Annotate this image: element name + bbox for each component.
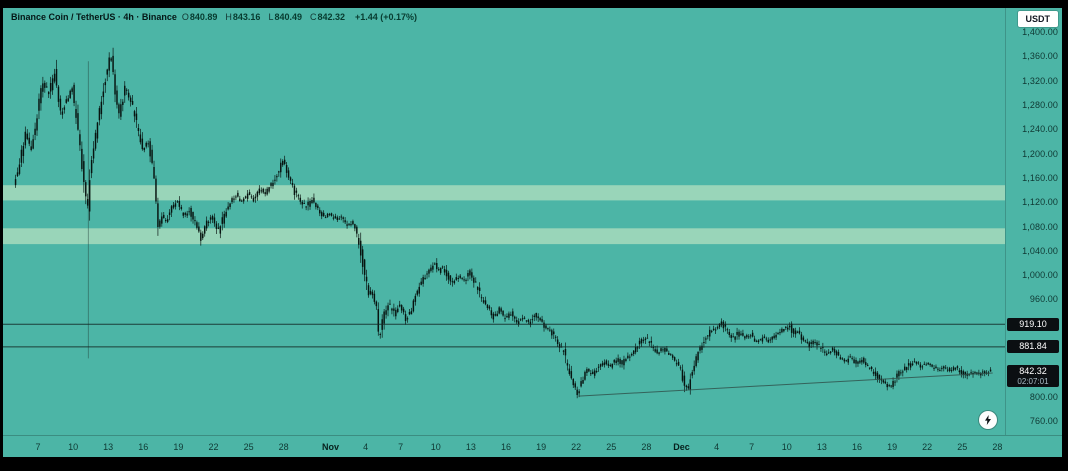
time-axis-label: 28 — [641, 442, 652, 452]
time-axis-label: 13 — [465, 442, 476, 452]
price-tick-label: 1,040.00 — [1022, 245, 1058, 256]
time-axis-label: 4 — [714, 442, 720, 452]
price-tick-label: 1,000.00 — [1022, 270, 1058, 281]
high-value: 843.16 — [232, 12, 261, 22]
close-value: 842.32 — [317, 12, 346, 22]
chart-panel: Binance Coin / TetherUS · 4h · Binance O… — [3, 8, 1062, 457]
price-badge-text: 881.84 — [1019, 341, 1047, 352]
time-axis-label: 7 — [398, 442, 404, 452]
currency-toggle-button[interactable]: USDT — [1017, 11, 1058, 27]
price-change: +1.44 (+0.17%) — [355, 12, 418, 22]
time-axis-label: 10 — [430, 442, 441, 452]
price-tick-label: 1,360.00 — [1022, 51, 1058, 62]
time-axis-label: 13 — [103, 442, 114, 452]
lightning-icon — [985, 415, 991, 425]
time-axis-label: 4 — [363, 442, 369, 452]
ohlc-close: C842.32 — [310, 12, 345, 22]
time-axis-label: 16 — [851, 442, 863, 452]
time-axis-label: 22 — [571, 442, 582, 452]
price-tick-label: 1,080.00 — [1022, 221, 1058, 232]
candle-bodies — [14, 55, 992, 395]
last-price-text: 842.32 — [1019, 365, 1047, 376]
price-axis[interactable]: 1,400.00 1,360.00 1,320.00 1,280.00 1,240.00… — [1005, 8, 1062, 435]
price-tick-label: 1,240.00 — [1022, 124, 1058, 135]
time-axis-label: 16 — [500, 442, 512, 452]
price-line-label-881: 881.84 — [1007, 340, 1059, 354]
time-axis-label: 19 — [887, 442, 898, 452]
price-tick-label: 760.00 — [1029, 416, 1058, 426]
time-axis-label: 10 — [781, 442, 792, 452]
last-price-label: 842.32 02:07:01 — [1007, 364, 1059, 387]
price-tick-label: 1,160.00 — [1022, 172, 1058, 183]
time-axis-label: 22 — [922, 442, 933, 452]
time-axis-label: Dec — [673, 442, 690, 452]
price-line-label-919: 919.10 — [1007, 317, 1059, 331]
time-axis-label: 25 — [243, 442, 254, 452]
time-axis-label: 16 — [138, 442, 149, 452]
time-axis-label: 7 — [749, 442, 755, 452]
price-tick-label: 800.00 — [1029, 391, 1058, 402]
ohlc-open: O840.89 — [182, 12, 218, 22]
time-axis-label: 25 — [957, 442, 968, 452]
time-axis-label: 19 — [536, 442, 547, 452]
time-axis-label: 22 — [208, 442, 219, 452]
time-axis-label: Nov — [321, 442, 340, 452]
chart-legend: Binance Coin / TetherUS · 4h · Binance O… — [11, 12, 417, 22]
price-tick-label: 1,120.00 — [1022, 197, 1058, 208]
supply-zone — [3, 185, 1005, 201]
time-axis-label: 7 — [35, 442, 41, 452]
symbol-title[interactable]: Binance Coin / TetherUS · 4h · Binance — [11, 12, 177, 22]
price-tick-label: 1,280.00 — [1022, 99, 1058, 110]
price-tick-label: 1,200.00 — [1022, 148, 1058, 159]
price-tick-label: 1,320.00 — [1022, 75, 1058, 86]
time-axis-label: 28 — [278, 442, 289, 452]
bar-countdown: 02:07:01 — [1017, 376, 1049, 386]
ohlc-low: L840.49 — [268, 12, 302, 22]
ohlc-high: H843.16 — [225, 12, 260, 22]
close-label: C — [309, 12, 317, 22]
price-tick-label: 960.00 — [1029, 294, 1058, 305]
time-axis-label: 19 — [173, 442, 184, 452]
supply-zone — [3, 228, 1005, 245]
time-axis-label: 25 — [606, 442, 617, 452]
low-value: 840.49 — [274, 12, 302, 22]
support-trendline — [578, 372, 993, 397]
time-axis-label: 13 — [816, 442, 827, 452]
open-value: 840.89 — [189, 12, 218, 22]
price-badge-text: 919.10 — [1019, 318, 1047, 329]
quick-trade-button[interactable] — [979, 411, 997, 429]
low-label: L — [268, 12, 274, 22]
price-chart-canvas[interactable] — [3, 8, 1005, 435]
high-label: H — [225, 12, 232, 22]
time-axis-label: 10 — [68, 442, 79, 452]
time-axis-label: 28 — [992, 442, 1003, 452]
time-axis[interactable]: 7 10 13 16 19 22 25 28 Nov 4 7 10 13 16 19 22 25 28 Dec 4 7 1… — [3, 435, 1062, 457]
open-label: O — [181, 12, 189, 22]
price-tick-label: 1,400.00 — [1022, 27, 1058, 37]
